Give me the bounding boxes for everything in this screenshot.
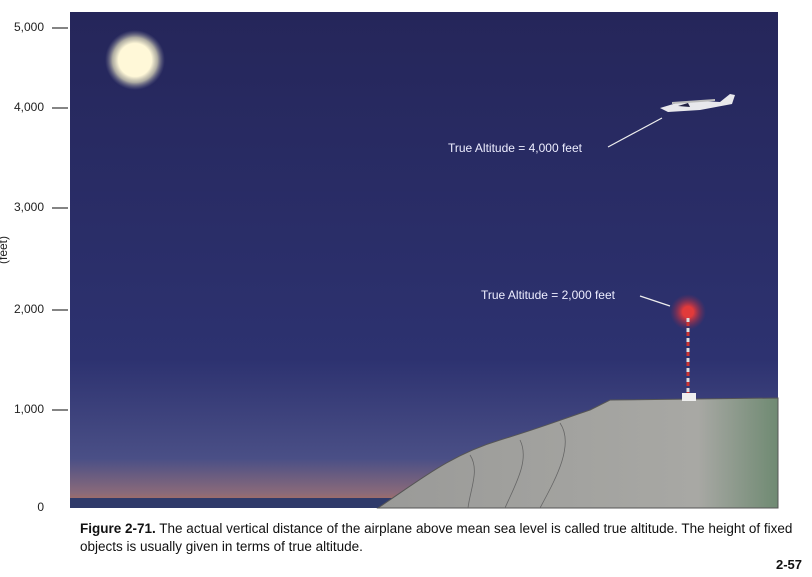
caption-label: Figure 2-71. (80, 521, 156, 536)
tick-label: 4,000 (14, 100, 44, 114)
leader-line (639, 295, 671, 307)
tick-label: 0 (37, 500, 44, 514)
tick-label: 2,000 (14, 302, 44, 316)
ticks: 5,000 4,000 3,000 2,000 1,000 0 (14, 20, 68, 514)
annotation: True Altitude = 2,000 feet (481, 288, 616, 302)
tick-label: 3,000 (14, 200, 44, 214)
sea (70, 498, 400, 508)
tick-label: 1,000 (14, 402, 44, 416)
caption: Figure 2-71. The actual vertical distanc… (80, 520, 800, 556)
axis-label: (feet) (0, 236, 10, 264)
airplane (660, 94, 735, 112)
hill-ridges (467, 422, 566, 509)
moon (105, 30, 165, 90)
page-number: 2-57 (775, 557, 802, 572)
leader-line (607, 117, 663, 148)
caption-text: The actual vertical distance of the airp… (80, 521, 793, 554)
hill (376, 397, 779, 509)
tower (670, 294, 706, 401)
annotation: True Altitude = 4,000 feet (448, 141, 583, 155)
tick-label: 5,000 (14, 20, 44, 34)
